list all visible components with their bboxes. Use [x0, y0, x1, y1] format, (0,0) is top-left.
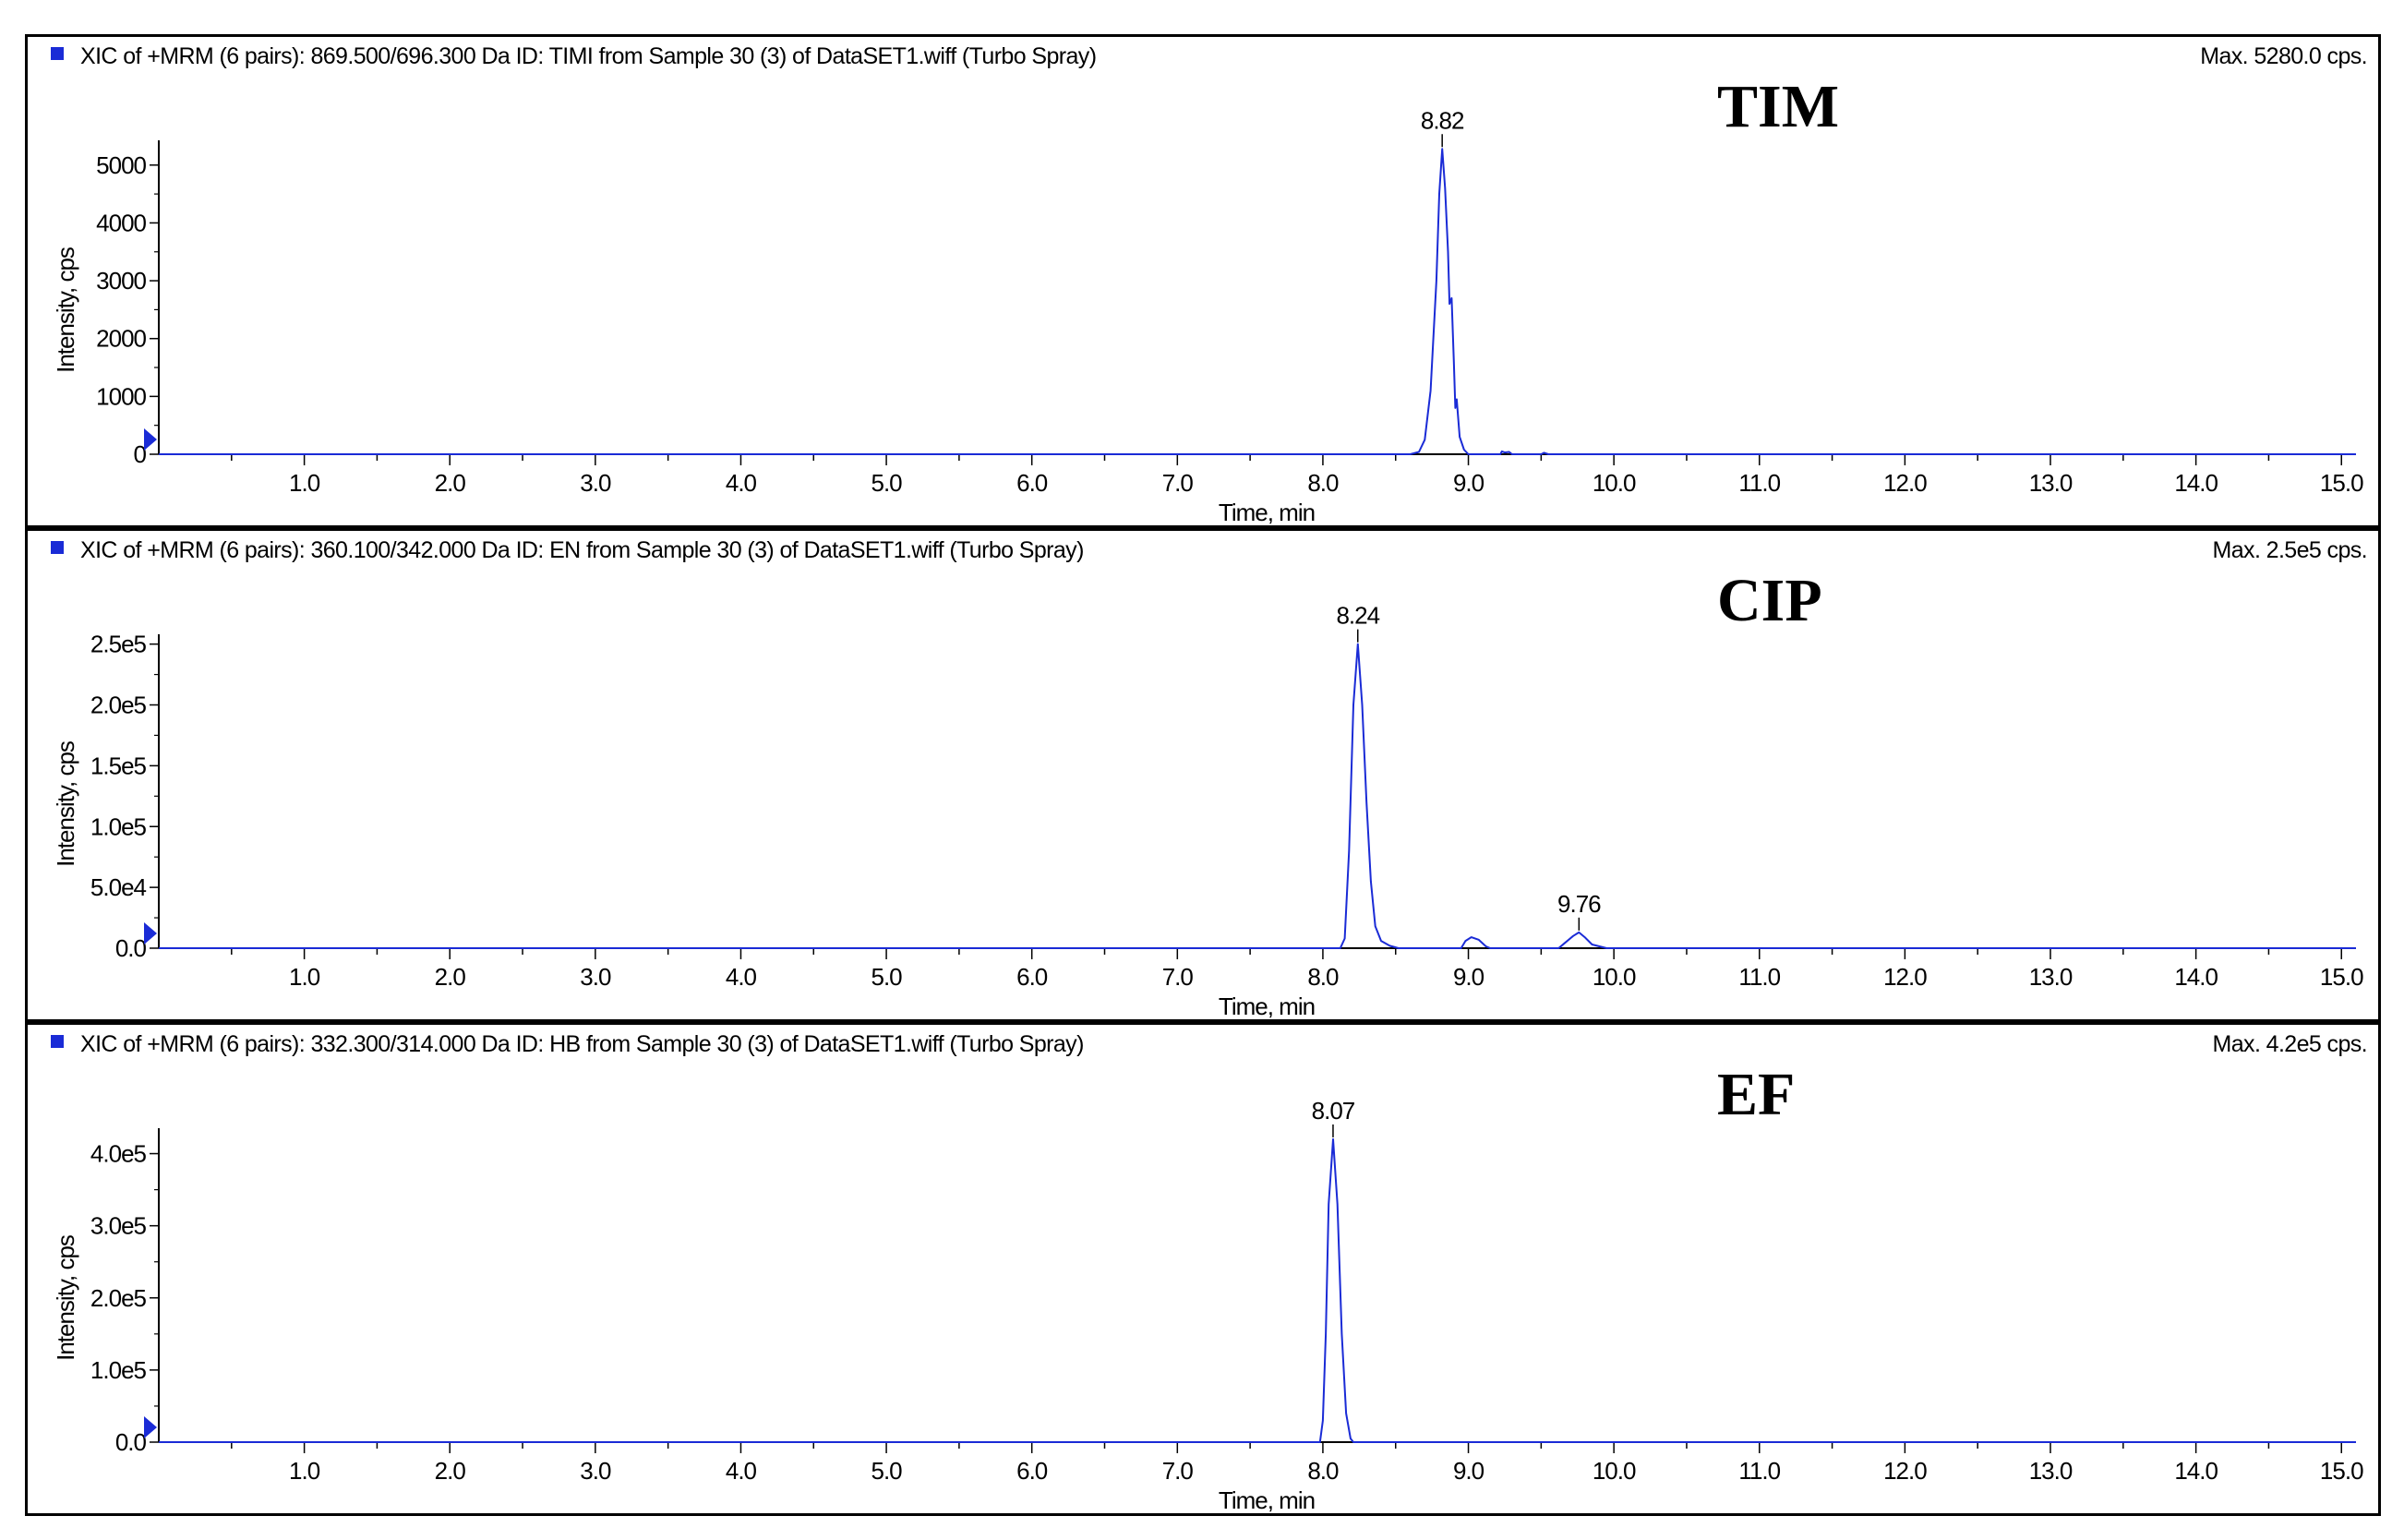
- x-tick-label: 9.0: [1453, 963, 1484, 991]
- compound-label: EF: [1717, 1061, 1796, 1128]
- y-tick-label: 1000: [96, 382, 146, 410]
- y-tick-label: 1.0e5: [90, 812, 147, 840]
- x-tick-label: 2.0: [435, 963, 466, 991]
- x-tick-label: 2.0: [435, 1457, 466, 1485]
- peak-label: 9.76: [1557, 890, 1601, 918]
- x-tick-label: 15.0: [2320, 469, 2363, 497]
- x-tick-label: 3.0: [580, 469, 611, 497]
- panel-header: XIC of +MRM (6 pairs): 869.500/696.300 D…: [80, 43, 1097, 69]
- x-tick-label: 8.0: [1307, 963, 1339, 991]
- chromatogram-panel-tim: XIC of +MRM (6 pairs): 869.500/696.300 D…: [25, 34, 2381, 528]
- y-tick-label: 0.0: [115, 934, 147, 962]
- x-tick-label: 14.0: [2174, 963, 2218, 991]
- panel-header: XIC of +MRM (6 pairs): 332.300/314.000 D…: [80, 1031, 1084, 1057]
- x-tick-label: 13.0: [2029, 963, 2073, 991]
- x-tick-label: 1.0: [289, 1457, 320, 1485]
- y-tick-label: 4.0e5: [90, 1140, 147, 1168]
- y-tick-label: 2.0e5: [90, 1284, 147, 1312]
- max-intensity-label: Max. 2.5e5 cps.: [2212, 537, 2368, 563]
- trace-color-square-icon: [51, 47, 64, 60]
- chromatogram-trace: [159, 1137, 2356, 1443]
- baseline-marker-icon: [144, 1416, 157, 1438]
- x-tick-label: 1.0: [289, 963, 320, 991]
- x-tick-label: 2.0: [435, 469, 466, 497]
- y-tick-label: 3.0e5: [90, 1212, 147, 1240]
- x-tick-label: 13.0: [2029, 469, 2073, 497]
- x-tick-label: 3.0: [580, 1457, 611, 1485]
- y-tick-label: 5.0e4: [90, 873, 147, 901]
- x-tick-label: 1.0: [289, 469, 320, 497]
- baseline-marker-icon: [144, 922, 157, 944]
- x-tick-label: 6.0: [1016, 1457, 1048, 1485]
- x-axis-label: Time, min: [1219, 499, 1315, 526]
- chromatogram-trace: [159, 643, 2356, 949]
- max-intensity-label: Max. 4.2e5 cps.: [2212, 1031, 2368, 1057]
- x-axis-label: Time, min: [1219, 1486, 1315, 1514]
- x-tick-label: 6.0: [1016, 469, 1048, 497]
- peak-label: 8.24: [1336, 602, 1379, 630]
- chromatogram-trace: [159, 148, 2356, 455]
- peak-label: 8.07: [1312, 1097, 1355, 1125]
- panel-header: XIC of +MRM (6 pairs): 360.100/342.000 D…: [80, 537, 1084, 563]
- x-axis-label: Time, min: [1219, 993, 1315, 1020]
- max-intensity-label: Max. 5280.0 cps.: [2200, 43, 2367, 69]
- x-tick-label: 10.0: [1593, 469, 1636, 497]
- y-tick-label: 2000: [96, 325, 146, 353]
- x-tick-label: 7.0: [1162, 963, 1194, 991]
- chromatogram-plot: 1.0 2.0 3.0 4.0 5.0 6.0 7.0 8.0 9.0 10.0 11.0 12.0 1…: [52, 106, 2364, 526]
- x-tick-label: 4.0: [726, 963, 757, 991]
- y-tick-label: 0: [134, 440, 147, 468]
- x-tick-label: 7.0: [1162, 469, 1194, 497]
- trace-color-square-icon: [51, 1035, 64, 1048]
- y-axis-label: Intensity, cps: [52, 740, 79, 867]
- x-tick-label: 10.0: [1593, 963, 1636, 991]
- chromatogram-plot: 1.0 2.0 3.0 4.0 5.0 6.0 7.0 8.0 9.0 10.0 11.0 12.0 1…: [52, 602, 2364, 1020]
- x-tick-label: 6.0: [1016, 963, 1048, 991]
- x-tick-label: 11.0: [1738, 1457, 1780, 1485]
- x-tick-label: 11.0: [1738, 963, 1780, 991]
- x-tick-label: 10.0: [1593, 1457, 1636, 1485]
- peak-label: 8.82: [1421, 106, 1464, 134]
- x-tick-label: 14.0: [2174, 1457, 2218, 1485]
- x-tick-label: 5.0: [871, 963, 903, 991]
- y-tick-label: 0.0: [115, 1428, 147, 1456]
- trace-color-square-icon: [51, 541, 64, 554]
- x-tick-label: 8.0: [1307, 469, 1339, 497]
- x-tick-label: 12.0: [1883, 1457, 1927, 1485]
- y-tick-label: 3000: [96, 267, 146, 295]
- x-tick-label: 4.0: [726, 1457, 757, 1485]
- y-tick-label: 1.0e5: [90, 1356, 147, 1384]
- y-axis-label: Intensity, cps: [52, 1234, 79, 1361]
- x-tick-label: 4.0: [726, 469, 757, 497]
- x-tick-label: 11.0: [1738, 469, 1780, 497]
- y-axis-label: Intensity, cps: [52, 247, 79, 373]
- compound-label: CIP: [1717, 567, 1822, 634]
- x-tick-label: 12.0: [1883, 469, 1927, 497]
- baseline-marker-icon: [144, 428, 157, 451]
- x-tick-label: 13.0: [2029, 1457, 2073, 1485]
- x-tick-label: 15.0: [2320, 1457, 2363, 1485]
- compound-label: TIM: [1717, 73, 1839, 140]
- x-tick-label: 9.0: [1453, 1457, 1484, 1485]
- x-tick-label: 7.0: [1162, 1457, 1194, 1485]
- chromatogram-panel-cip: XIC of +MRM (6 pairs): 360.100/342.000 D…: [25, 528, 2381, 1022]
- x-tick-label: 8.0: [1307, 1457, 1339, 1485]
- y-tick-label: 4000: [96, 209, 146, 236]
- x-tick-label: 5.0: [871, 469, 903, 497]
- chromatogram-plot: 1.0 2.0 3.0 4.0 5.0 6.0 7.0 8.0 9.0 10.0 11.0 12.0 1…: [52, 1097, 2364, 1514]
- y-tick-label: 2.5e5: [90, 631, 147, 658]
- chromatogram-panel-ef: XIC of +MRM (6 pairs): 332.300/314.000 D…: [25, 1022, 2381, 1516]
- x-tick-label: 9.0: [1453, 469, 1484, 497]
- y-tick-label: 1.5e5: [90, 752, 147, 779]
- y-tick-label: 2.0e5: [90, 692, 147, 719]
- x-tick-label: 3.0: [580, 963, 611, 991]
- x-tick-label: 12.0: [1883, 963, 1927, 991]
- y-tick-label: 5000: [96, 151, 146, 179]
- x-tick-label: 15.0: [2320, 963, 2363, 991]
- x-tick-label: 14.0: [2174, 469, 2218, 497]
- x-tick-label: 5.0: [871, 1457, 903, 1485]
